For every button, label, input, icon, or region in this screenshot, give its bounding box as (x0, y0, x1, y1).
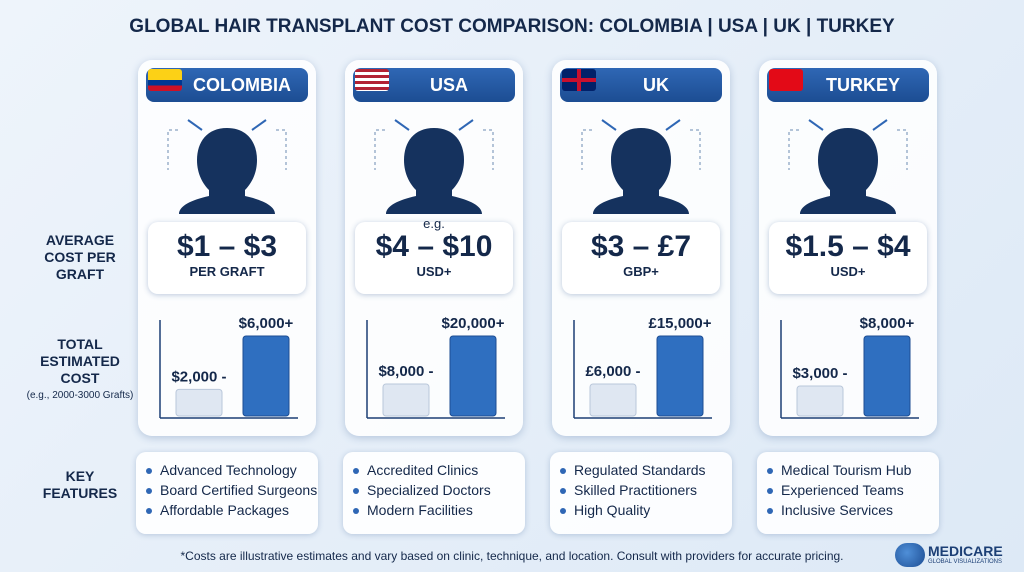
bracket (788, 129, 908, 170)
country-name: TURKEY (825, 74, 900, 95)
feature-item: High Quality (560, 502, 732, 522)
footnote: *Costs are illustrative estimates and va… (180, 549, 844, 563)
cost-bar (242, 335, 290, 417)
head-icon (374, 119, 494, 214)
head-icon (581, 119, 701, 214)
feature-item: Inclusive Services (767, 502, 939, 522)
feature-item: Skilled Practitioners (560, 482, 732, 502)
features-box: Regulated Standards Skilled Practitioners… (550, 452, 732, 534)
country-card: USA e.g. $4 – $10 USD+ $8,000 - $20,000+ (345, 60, 523, 436)
features-box: Medical Tourism Hub Experienced Teams Incl… (757, 452, 939, 534)
cost-box: e.g. $4 – $10 USD+ (355, 216, 513, 294)
logo-icon (895, 543, 925, 567)
feature-item: Accredited Clinics (353, 462, 525, 482)
country-card: UK $3 – £7 GBP+ £6,000 - £15,000+ (552, 60, 730, 436)
feature-item: Specialized Doctors (353, 482, 525, 502)
price-note: GBP+ (623, 264, 659, 279)
flag (148, 69, 182, 91)
cost-bar (589, 383, 637, 417)
head (800, 128, 896, 214)
flag (769, 69, 803, 91)
head (593, 128, 689, 214)
arrow (394, 119, 474, 131)
flag (355, 69, 389, 91)
bar-label: $8,000 - (378, 363, 433, 380)
cost-bar (175, 388, 223, 417)
bar-label: $2,000 - (171, 368, 226, 385)
flag (562, 69, 596, 91)
price: $3 – £7 (590, 230, 692, 263)
cost-box: $3 – £7 GBP+ (562, 222, 720, 294)
mini-chart: $2,000 - $6,000+ (159, 315, 298, 419)
example-note: e.g. (423, 216, 445, 231)
features-box: Advanced Technology Board Certified Surge… (136, 452, 318, 534)
arrow (601, 119, 681, 131)
bar-label: £15,000+ (649, 315, 712, 332)
head (179, 128, 275, 214)
feature-item: Modern Facilities (353, 502, 525, 522)
head (386, 128, 482, 214)
feature-item: Experienced Teams (767, 482, 939, 502)
cost-box: $1.5 – $4 USD+ (769, 222, 927, 294)
price: $4 – $10 (375, 230, 493, 263)
price-note: PER GRAFT (189, 264, 265, 279)
mini-chart: $3,000 - $8,000+ (780, 315, 919, 419)
bar-label: $20,000+ (442, 315, 505, 332)
feature-item: Medical Tourism Hub (767, 462, 939, 482)
feature-item: Board Certified Surgeons (146, 482, 318, 502)
bar-label: $6,000+ (239, 315, 294, 332)
bar-label: $8,000+ (860, 315, 915, 332)
cost-box: $1 – $3 PER GRAFT (148, 222, 306, 294)
bar-label: $3,000 - (792, 365, 847, 382)
price-note: USD+ (416, 264, 452, 279)
cost-bar (796, 385, 844, 417)
mini-chart: £6,000 - £15,000+ (573, 315, 712, 419)
cost-bar (656, 335, 704, 417)
feature-item: Advanced Technology (146, 462, 318, 482)
title: GLOBAL HAIR TRANSPLANT COST COMPARISON: … (129, 16, 895, 37)
price: $1 – $3 (176, 230, 278, 263)
country-card: TURKEY $1.5 – $4 USD+ $3,000 - $8,000+ (759, 60, 937, 436)
arrow (808, 119, 888, 131)
bracket (167, 129, 287, 170)
cost-bar (382, 383, 430, 417)
head-icon (167, 119, 287, 214)
logo-name: MEDICARE (928, 543, 1003, 559)
cost-bar (449, 335, 497, 417)
feature-item: Affordable Packages (146, 502, 318, 522)
price-note: USD+ (830, 264, 866, 279)
head-icon (788, 119, 908, 214)
logo-tagline: GLOBAL VISUALIZATIONS (928, 559, 1003, 565)
bar-label: £6,000 - (585, 363, 640, 380)
row-note: (e.g., 2000-3000 Grafts) (26, 390, 134, 401)
country-name: COLOMBIA (193, 74, 291, 95)
row-label: TOTAL ESTIMATED COST (40, 336, 120, 386)
country-name: USA (429, 74, 468, 95)
country-card: COLOMBIA $1 – $3 PER GRAFT $2,000 - $6,000+ (138, 60, 316, 436)
country-name: UK (643, 74, 669, 95)
cost-bar (863, 335, 911, 417)
arrow (187, 119, 267, 131)
feature-item: Regulated Standards (560, 462, 732, 482)
price: $1.5 – $4 (785, 230, 911, 263)
row-label: AVERAGE COST PER GRAFT (44, 232, 116, 282)
bracket (581, 129, 701, 170)
features-box: Accredited Clinics Specialized Doctors Mod… (343, 452, 525, 534)
bracket (374, 129, 494, 170)
row-label: KEY FEATURES (42, 468, 118, 501)
mini-chart: $8,000 - $20,000+ (366, 315, 505, 419)
